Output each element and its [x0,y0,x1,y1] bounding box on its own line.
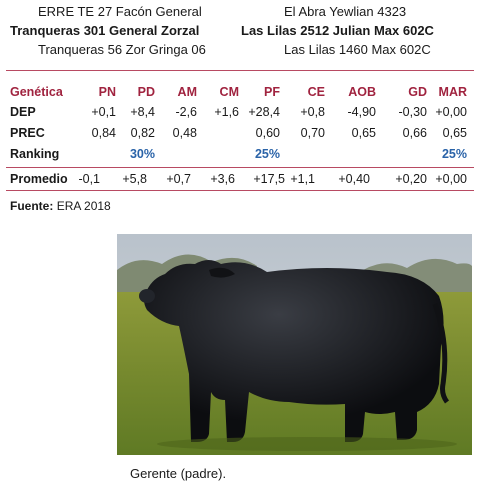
source-label: Fuente: [10,199,54,213]
col-header: AM [177,85,197,99]
shadow [157,437,457,451]
promedio-cell: +0,40 [338,172,370,186]
prec-cell: 0,70 [300,126,325,140]
col-header: PF [264,85,280,99]
dep-cell: +28,4 [248,105,280,119]
col-header: PN [98,85,116,99]
bull-muzzle [139,289,155,303]
promedio-cell: -0,1 [78,172,100,186]
bull-illustration [117,234,472,455]
bull-body [144,260,444,442]
dep-cell: +0,1 [91,105,116,119]
promedio-cell: +0,7 [166,172,191,186]
row-label-dep: DEP [10,105,36,119]
prec-cell: 0,82 [130,126,155,140]
promedio-cell: +0,00 [435,172,467,186]
row-label-prec: PREC [10,126,45,140]
source-value: ERA 2018 [56,199,111,213]
table-bottom-rule [6,190,474,191]
ranking-cell: 30% [129,147,155,161]
prec-cell: 0,65 [442,126,467,140]
pedigree-sire: Tranqueras 301 General Zorzal [10,23,200,38]
col-header: MAR [438,85,467,99]
col-header: CM [219,85,239,99]
photo-caption: Gerente (padre). [130,466,227,481]
dep-cell: +8,4 [130,105,155,119]
pedigree-sire-dam: Tranqueras 56 Zor Gringa 06 [38,42,206,57]
row-label-promedio: Promedio [10,172,68,186]
prec-cell: 0,84 [91,126,116,140]
dep-cell: -0,30 [398,105,428,119]
table-mid-rule [6,167,474,168]
dep-cell: +1,6 [214,105,239,119]
promedio-cell: +0,20 [395,172,427,186]
bull-photo [117,234,472,455]
ranking-cell: 25% [254,147,280,161]
pedigree-dam-sire: El Abra Yewlian 4323 [284,4,407,19]
row-label-ranking: Ranking [10,147,60,161]
bull-ear [209,267,235,278]
col-header: PD [137,85,155,99]
promedio-cell: +1,1 [290,172,315,186]
table-top-rule [6,70,474,71]
prec-cell: 0,60 [255,126,280,140]
dep-cell: +0,00 [435,105,467,119]
pedigree-dam-dam: Las Lilas 1460 Max 602C [284,42,431,57]
prec-cell: 0,65 [351,126,376,140]
prec-cell: 0,66 [402,126,427,140]
bull-tail [432,303,450,404]
promedio-cell: +3,6 [210,172,235,186]
dep-cell: -4,90 [347,105,377,119]
ranking-cell: 25% [441,147,467,161]
dep-cell: -2,6 [175,105,197,119]
dep-cell: +0,8 [300,105,325,119]
source-note: Fuente: ERA 2018 [10,198,111,214]
pedigree-dam: Las Lilas 2512 Julian Max 602C [241,23,434,38]
col-header: CE [307,85,325,99]
table-header-label: Genética [10,85,63,99]
promedio-cell: +5,8 [122,172,147,186]
col-header: GD [408,85,427,99]
pedigree-sire-sire: ERRE TE 27 Facón General [38,4,202,19]
col-header: AOB [348,85,376,99]
prec-cell: 0,48 [172,126,197,140]
promedio-cell: +17,5 [253,172,285,186]
